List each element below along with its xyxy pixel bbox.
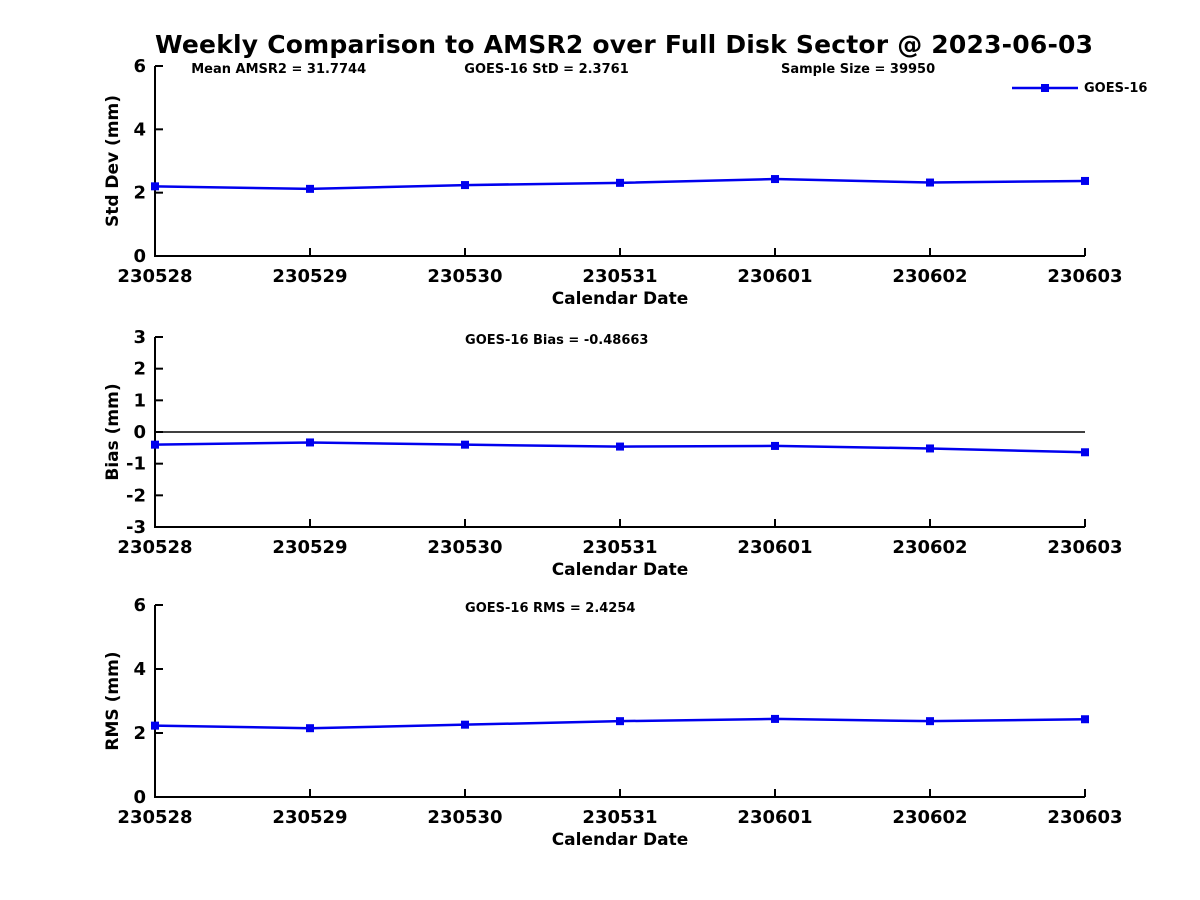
y-axis-label: RMS (mm) [103,651,123,750]
y-tick-label: 0 [133,422,146,443]
x-tick-label: 230602 [892,537,967,558]
data-point-marker [151,721,159,730]
x-tick-label: 230528 [117,266,192,287]
std-dev-chart: 0 2 4 6 230528 230529 230530 230531 230601 230602… [103,56,1123,309]
data-point-marker [306,184,314,193]
data-point-marker [926,717,934,726]
y-tick-label: 0 [133,246,146,267]
y-tick-label: -2 [126,485,146,506]
data-point-marker [771,714,779,723]
x-tick-label: 230603 [1047,807,1122,828]
x-tick-label: 230603 [1047,266,1122,287]
y-tick-label: 4 [133,119,146,140]
data-point-marker [461,181,469,190]
y-axis-label: Std Dev (mm) [103,95,123,227]
data-point-marker [771,441,779,450]
y-tick-label: 2 [133,723,146,744]
x-tick-label: 230529 [272,266,347,287]
x-axis-label: Calendar Date [552,830,689,850]
data-point-marker [151,182,159,191]
annotation: GOES-16 StD = 2.3761 [464,62,628,77]
data-point-marker [1081,715,1089,724]
x-tick-label: 230529 [272,807,347,828]
x-tick-label: 230530 [427,807,502,828]
x-tick-label: 230603 [1047,537,1122,558]
data-point-marker [151,440,159,449]
data-point-marker [461,440,469,449]
data-point-marker [306,438,314,447]
x-tick-label: 230601 [737,537,812,558]
x-axis-label: Calendar Date [552,289,689,309]
x-tick-label: 230601 [737,266,812,287]
data-point-marker [1081,176,1089,185]
x-tick-label: 230528 [117,807,192,828]
x-tick-label: 230531 [582,807,657,828]
x-tick-label: 230528 [117,537,192,558]
x-tick-label: 230531 [582,266,657,287]
data-point-marker [926,178,934,187]
data-point-marker [616,442,624,451]
rms-chart: 0 2 4 6 230528 230529 230530 230531 230601 230602… [103,595,1123,850]
y-tick-label: 2 [133,359,146,380]
y-axis-label: Bias (mm) [103,383,123,480]
data-point-marker [616,717,624,726]
data-point-marker [771,175,779,184]
y-tick-label: -3 [126,517,146,538]
x-axis-label: Calendar Date [552,560,689,580]
y-tick-label: 0 [133,787,146,808]
y-tick-label: 4 [133,659,146,680]
x-tick-label: 230602 [892,807,967,828]
y-tick-label: -1 [126,454,146,475]
data-point-marker [1081,448,1089,457]
legend-line-sample [1012,84,1078,92]
y-tick-label: 3 [133,327,146,348]
annotation: Sample Size = 39950 [781,62,935,77]
x-tick-label: 230601 [737,807,812,828]
legend-label: GOES-16 [1084,80,1148,96]
y-tick-label: 1 [133,390,146,411]
y-tick-label: 6 [133,595,146,616]
x-tick-label: 230531 [582,537,657,558]
data-point-marker [616,178,624,187]
x-tick-label: 230530 [427,537,502,558]
x-tick-label: 230602 [892,266,967,287]
y-tick-label: 2 [133,183,146,204]
legend: GOES-16 [1012,80,1147,96]
legend-marker-icon [1041,84,1049,92]
annotation: GOES-16 Bias = -0.48663 [465,333,648,348]
y-tick-label: 6 [133,56,146,77]
x-tick-label: 230530 [427,266,502,287]
x-tick-label: 230529 [272,537,347,558]
data-point-marker [306,724,314,733]
annotation: GOES-16 RMS = 2.4254 [465,601,635,616]
annotation: Mean AMSR2 = 31.7744 [191,62,366,77]
figure-title: Weekly Comparison to AMSR2 over Full Dis… [155,30,1094,59]
data-point-marker [926,444,934,453]
data-point-marker [461,720,469,729]
